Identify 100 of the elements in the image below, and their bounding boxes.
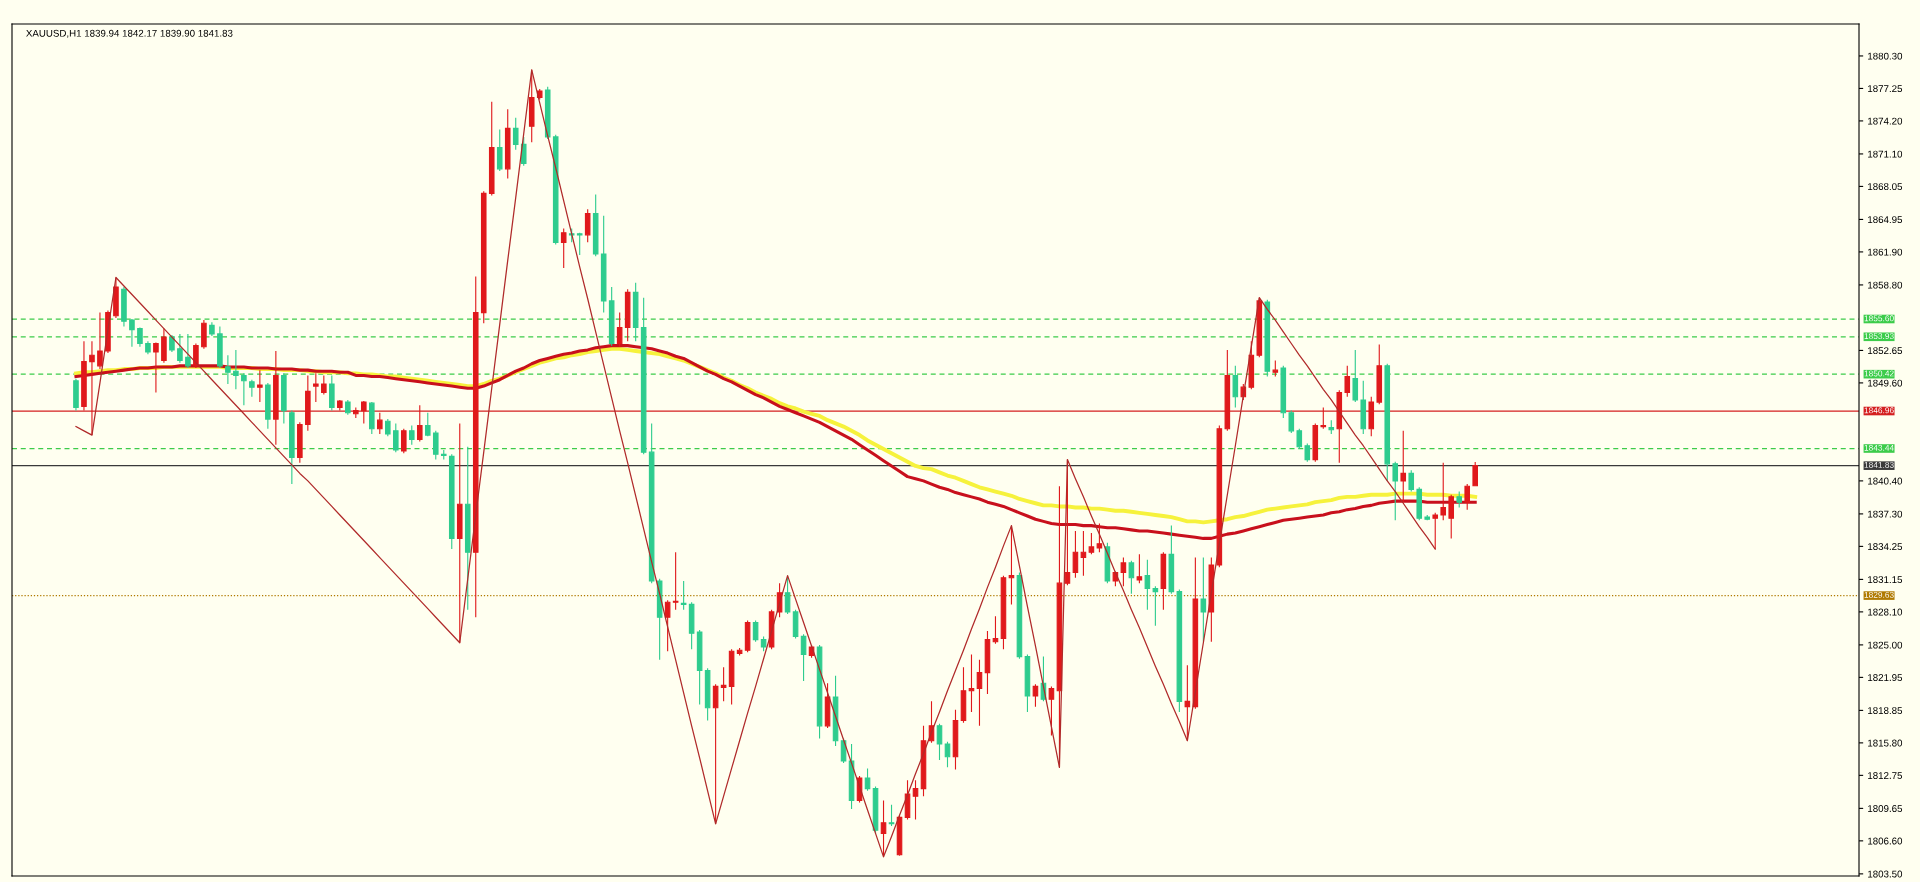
candlestick xyxy=(688,601,695,650)
candlestick xyxy=(960,666,967,724)
candlestick xyxy=(1024,653,1031,713)
candlestick xyxy=(640,297,647,455)
candlestick xyxy=(73,378,79,412)
y-tick-label: 1864.95 xyxy=(1868,216,1903,224)
candlestick xyxy=(1376,344,1383,405)
candlestick xyxy=(345,399,351,416)
candlestick xyxy=(1160,551,1167,611)
candlestick xyxy=(720,666,727,702)
candlestick xyxy=(648,422,655,584)
candlestick xyxy=(209,321,215,337)
candlestick xyxy=(321,374,327,396)
y-tick-label: 1868.05 xyxy=(1868,183,1903,191)
candlestick xyxy=(544,86,551,140)
candlestick xyxy=(432,430,439,461)
y-tick-label: 1849.60 xyxy=(1868,379,1903,387)
candlestick xyxy=(281,372,287,424)
candlestick xyxy=(504,108,511,179)
candlestick xyxy=(680,580,687,611)
candlestick xyxy=(1256,297,1263,358)
candlestick xyxy=(313,372,319,403)
candlestick xyxy=(1272,359,1279,378)
y-tick-label: 1815.80 xyxy=(1868,739,1903,747)
candlestick xyxy=(233,349,239,390)
candlestick xyxy=(201,319,207,350)
candlestick xyxy=(880,799,887,858)
ref-line-label: 1850.42 xyxy=(1864,370,1894,377)
ref-line-label: 1853.93 xyxy=(1864,333,1894,340)
candlestick xyxy=(385,418,391,437)
candlestick xyxy=(1232,365,1239,408)
candlestick xyxy=(512,117,519,151)
y-tick-label: 1806.60 xyxy=(1868,837,1903,845)
candlestick xyxy=(1192,557,1199,710)
candlestick xyxy=(1168,525,1175,595)
y-tick-label: 1812.75 xyxy=(1868,772,1903,779)
candlestick xyxy=(1448,494,1455,539)
candlestick xyxy=(632,282,639,342)
candlestick xyxy=(912,779,919,821)
y-tick-label: 1825.00 xyxy=(1868,641,1903,649)
candlestick xyxy=(1136,553,1143,584)
candlestick xyxy=(624,288,631,342)
y-tick-label: 1871.10 xyxy=(1868,150,1903,158)
candlestick xyxy=(257,369,263,403)
candlestick xyxy=(744,619,751,653)
candlestick xyxy=(608,286,615,347)
candlestick xyxy=(480,190,487,324)
candlestick xyxy=(664,599,671,652)
candlestick xyxy=(1128,560,1135,595)
candlestick xyxy=(576,232,583,256)
ref-line-label: 1846.96 xyxy=(1864,407,1894,414)
candlestick xyxy=(137,326,143,348)
candlestick xyxy=(392,422,399,453)
candlestick xyxy=(113,276,119,319)
candlestick xyxy=(1176,588,1183,713)
candlestick xyxy=(1088,532,1095,555)
candlestick xyxy=(864,767,871,792)
candlestick xyxy=(448,453,455,550)
candlestick xyxy=(1456,490,1463,509)
candlestick xyxy=(185,333,191,369)
y-tick-label: 1861.90 xyxy=(1868,248,1903,256)
line-series xyxy=(75,69,1436,858)
candlestick xyxy=(1400,430,1407,503)
candlestick xyxy=(1248,340,1255,390)
ref-line-label: 1841.83 xyxy=(1864,461,1894,468)
candlestick xyxy=(424,412,431,437)
candlestick xyxy=(121,286,127,328)
y-tick-label: 1874.20 xyxy=(1868,117,1903,125)
candlestick xyxy=(1304,443,1311,463)
ref-line-label: 1829.63 xyxy=(1864,591,1894,598)
candlestick xyxy=(249,379,255,398)
candlestick xyxy=(1472,461,1479,487)
candlestick xyxy=(217,325,223,369)
y-tick-label: 1837.30 xyxy=(1868,510,1903,518)
candlestick xyxy=(1312,422,1319,463)
candlestick xyxy=(1296,428,1303,450)
candlestick xyxy=(600,215,607,314)
candlestick xyxy=(464,446,471,611)
candlestick xyxy=(153,341,159,394)
y-tick-label: 1877.25 xyxy=(1868,85,1903,93)
y-tick-label: 1803.50 xyxy=(1868,870,1903,878)
candlestick xyxy=(752,619,759,643)
candlestick xyxy=(241,372,247,406)
candlestick xyxy=(760,635,767,652)
candlestick xyxy=(145,340,151,355)
candlestick xyxy=(1344,365,1351,398)
candlestick xyxy=(552,134,559,246)
candlestick xyxy=(408,424,415,446)
candlestick xyxy=(1416,486,1423,521)
candlestick xyxy=(496,128,503,172)
candlestick xyxy=(1280,365,1287,419)
y-tick-label: 1828.10 xyxy=(1868,608,1903,616)
candlestick xyxy=(1424,514,1431,521)
y-tick-label: 1858.80 xyxy=(1868,281,1903,289)
y-tick-label: 1809.65 xyxy=(1868,805,1903,812)
y-tick-label: 1880.30 xyxy=(1868,52,1903,60)
candlestick xyxy=(440,449,447,461)
candlestick xyxy=(1392,461,1399,521)
candlestick xyxy=(1360,380,1367,435)
candlestick xyxy=(1288,410,1295,434)
